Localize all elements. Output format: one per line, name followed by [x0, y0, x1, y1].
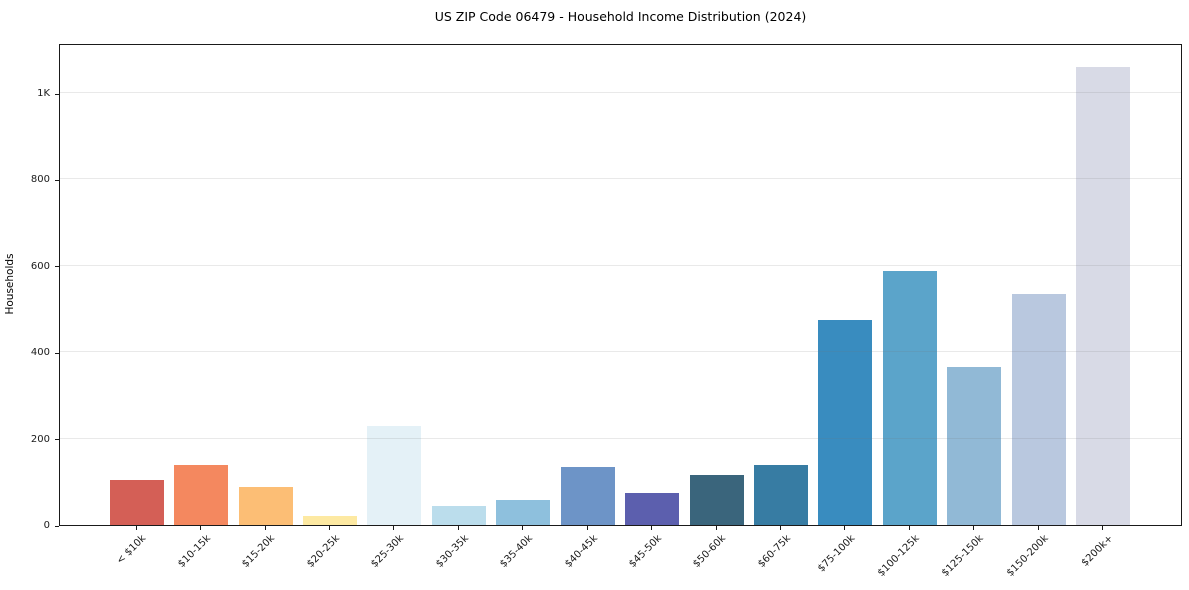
x-tick-label: $45-50k [626, 533, 664, 570]
bar-100-125k [882, 271, 937, 525]
bar-35-40k [496, 500, 551, 525]
y-tick-mark [55, 93, 59, 95]
bar-125-150k [947, 367, 1002, 525]
gridline-400 [60, 351, 1181, 353]
x-tick-mark [200, 526, 202, 530]
y-tick-label: 0 [43, 520, 50, 531]
x-tick-mark [651, 526, 653, 530]
x-tick-mark [908, 526, 910, 530]
bar-150-200k [1011, 293, 1066, 525]
x-tick-mark [522, 526, 524, 530]
x-tick-label: $10-15k [175, 533, 213, 570]
gridline-1k [60, 92, 1181, 94]
bar-15-20k [238, 487, 293, 525]
x-tick-label: $30-35k [433, 533, 471, 570]
x-tick-label: $20-25k [304, 533, 342, 570]
gridline-600 [60, 264, 1181, 266]
y-tick-label: 600 [30, 260, 50, 272]
bar-40-45k [560, 466, 615, 525]
x-tick-mark [457, 526, 459, 530]
x-tick-mark [264, 526, 266, 530]
y-tick-mark [55, 525, 59, 527]
gridline-200 [60, 437, 1181, 439]
x-tick-mark [135, 526, 137, 530]
x-tick-label: $40-45k [562, 533, 600, 570]
x-tick-label: $100-125k [875, 533, 922, 579]
x-tick-label: $25-30k [369, 533, 407, 570]
bar-20-25k [302, 515, 357, 525]
x-tick-mark [586, 526, 588, 530]
y-tick-mark [55, 266, 59, 268]
x-tick-mark [844, 526, 846, 530]
x-tick-mark [715, 526, 717, 530]
y-tick-label: 400 [30, 347, 50, 359]
x-tick-mark [328, 526, 330, 530]
y-tick-label: 800 [30, 174, 50, 186]
x-tick-label: $75-100k [815, 533, 858, 575]
x-tick-mark [1102, 526, 1104, 530]
bar-60-75k [754, 464, 808, 525]
x-tick-label: $35-40k [498, 533, 536, 570]
bar-75-100k [818, 319, 873, 525]
x-tick-label: $15-20k [240, 533, 278, 570]
x-tick-label: < $10k [114, 533, 149, 567]
y-tick-mark [55, 352, 59, 354]
chart-title: US ZIP Code 06479 - Household Income Dis… [434, 9, 807, 24]
x-tick-mark [393, 526, 395, 530]
x-tick-mark [780, 526, 781, 530]
bar-200k [1076, 67, 1131, 525]
gridline-800 [60, 178, 1181, 180]
bar-10k [109, 479, 164, 525]
plot-area [59, 44, 1182, 526]
bar-50-60k [689, 475, 744, 525]
y-tick-label: 1K [37, 88, 50, 100]
bar-25-30k [367, 425, 422, 525]
bar-45-50k [625, 493, 680, 525]
x-tick-mark [1037, 526, 1039, 530]
x-tick-mark [973, 526, 975, 530]
y-tick-label: 200 [30, 433, 50, 445]
y-axis-label: Households [4, 253, 16, 315]
bar-30-35k [431, 506, 486, 525]
y-tick-mark [55, 179, 59, 181]
x-tick-label: $200k+ [1079, 533, 1115, 569]
x-tick-label: $125-150k [940, 533, 987, 579]
x-tick-label: $150-200k [1004, 533, 1051, 579]
x-tick-label: $50-60k [691, 533, 729, 570]
bar-10-15k [174, 464, 229, 525]
y-tick-mark [55, 439, 59, 441]
x-tick-label: $60-75k [755, 533, 793, 570]
